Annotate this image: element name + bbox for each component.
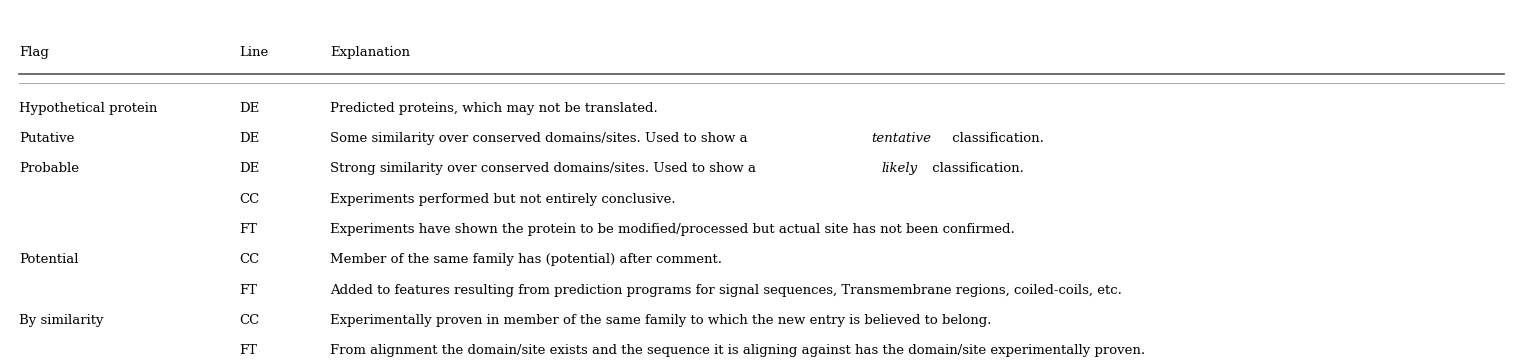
- Text: classification.: classification.: [949, 132, 1045, 145]
- Text: Strong similarity over conserved domains/sites. Used to show a: Strong similarity over conserved domains…: [330, 162, 760, 175]
- Text: FT: FT: [239, 284, 257, 297]
- Text: Probable: Probable: [20, 162, 79, 175]
- Text: Experiments have shown the protein to be modified/processed but actual site has : Experiments have shown the protein to be…: [330, 223, 1014, 236]
- Text: Hypothetical protein: Hypothetical protein: [20, 102, 158, 115]
- Text: Member of the same family has (potential) after comment.: Member of the same family has (potential…: [330, 253, 722, 266]
- Text: likely: likely: [882, 162, 918, 175]
- Text: CC: CC: [239, 314, 259, 327]
- Text: FT: FT: [239, 223, 257, 236]
- Text: CC: CC: [239, 193, 259, 205]
- Text: Line: Line: [239, 46, 268, 59]
- Text: DE: DE: [239, 102, 259, 115]
- Text: Some similarity over conserved domains/sites. Used to show a: Some similarity over conserved domains/s…: [330, 132, 752, 145]
- Text: DE: DE: [239, 132, 259, 145]
- Text: Potential: Potential: [20, 253, 79, 266]
- Text: DE: DE: [239, 162, 259, 175]
- Text: Predicted proteins, which may not be translated.: Predicted proteins, which may not be tra…: [330, 102, 658, 115]
- Text: tentative: tentative: [871, 132, 931, 145]
- Text: Added to features resulting from prediction programs for signal sequences, Trans: Added to features resulting from predict…: [330, 284, 1122, 297]
- Text: Putative: Putative: [20, 132, 75, 145]
- Text: Experimentally proven in member of the same family to which the new entry is bel: Experimentally proven in member of the s…: [330, 314, 991, 327]
- Text: Explanation: Explanation: [330, 46, 410, 59]
- Text: classification.: classification.: [929, 162, 1023, 175]
- Text: From alignment the domain/site exists and the sequence it is aligning against ha: From alignment the domain/site exists an…: [330, 344, 1145, 357]
- Text: Flag: Flag: [20, 46, 49, 59]
- Text: Experiments performed but not entirely conclusive.: Experiments performed but not entirely c…: [330, 193, 675, 205]
- Text: By similarity: By similarity: [20, 314, 104, 327]
- Text: CC: CC: [239, 253, 259, 266]
- Text: FT: FT: [239, 344, 257, 357]
